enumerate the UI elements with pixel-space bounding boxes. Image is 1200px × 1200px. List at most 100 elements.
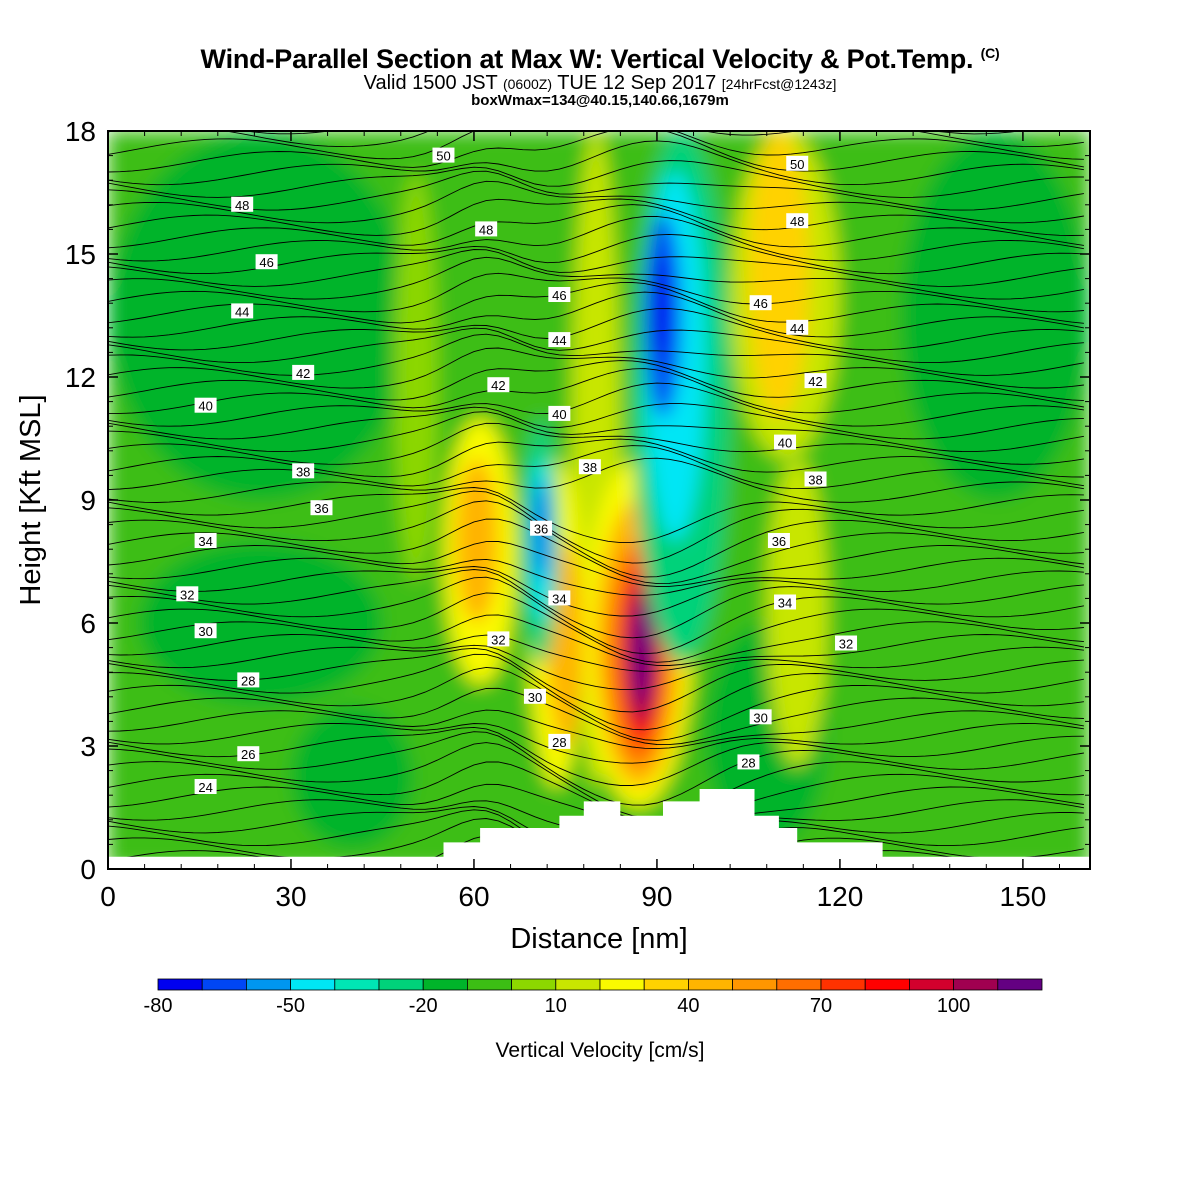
theta-contour-line [108,308,1084,351]
theta-label-box [835,635,858,651]
theta-label: 44 [548,332,571,348]
theta-label-text: 30 [753,710,767,725]
theta-contour-line [108,160,1084,198]
theta-label-box [487,631,510,647]
theta-label-box [774,594,797,610]
theta-contour-line [108,333,1084,376]
x-tick-label: 60 [458,881,489,912]
theta-label: 42 [804,373,827,389]
theta-label-box [310,500,333,516]
theta-label-text: 24 [198,780,212,795]
valid-zulu: (0600Z) [502,76,552,92]
theta-label-text: 44 [790,321,804,336]
theta-contour-line [108,666,1084,741]
theta-label-box [237,672,260,688]
theta-label-box [432,147,455,163]
y-tick-label: 9 [80,485,96,516]
velocity-field [108,131,1090,869]
theta-contour-line [108,249,1084,287]
x-tick-label: 90 [641,881,672,912]
x-axis-label: Distance [nm] [510,923,687,955]
theta-label: 48 [231,196,254,213]
theta-label: 50 [786,155,809,172]
theta-contour-line [108,592,1084,663]
theta-label-box [548,733,571,749]
theta-contour-line [108,709,1084,750]
colorbar-tick-label: 100 [937,995,970,1017]
theta-label-box [548,287,571,302]
colorbar-swatch [909,978,955,991]
theta-contour-line [108,403,1084,440]
theta-label-text: 38 [583,460,597,475]
theta-contour-line [108,576,1084,655]
theta-label-box [749,709,772,725]
colorbar-swatch [997,978,1043,991]
theta-label-box [548,332,571,348]
theta-label: 36 [310,500,333,516]
theta-label-text: 48 [235,198,249,213]
theta-contour-line [108,687,1084,746]
theta-label-box [578,459,601,475]
velocity-cell [900,131,1090,500]
colorbar-label: Vertical Velocity [cm/s] [496,1039,705,1062]
colorbar-swatch [201,978,247,991]
colorbar-swatch [953,978,999,991]
forecast-tag: [24hrFcst@1243z] [721,76,837,92]
colorbar-swatch [599,978,645,991]
theta-label: 34 [194,533,217,549]
theta-label-text: 34 [778,596,792,611]
theta-contour-line [108,518,1084,585]
theta-contour-line [108,438,1084,478]
theta-label: 38 [804,471,827,488]
theta-label: 32 [176,586,199,602]
theta-label-box [231,196,254,212]
theta-label-box [194,779,217,794]
velocity-cell [290,705,413,849]
theta-label: 38 [292,463,315,479]
velocity-cell [748,131,810,418]
theta-contour-line [108,327,1084,364]
theta-label-box [786,213,809,229]
theta-label-text: 32 [180,587,194,602]
theta-label: 32 [835,635,858,652]
colorbar-swatch [776,978,822,991]
theta-contour-line [108,634,1084,672]
theta-label: 26 [237,746,260,762]
theta-label: 48 [786,213,809,229]
theta-label-text: 26 [241,747,255,762]
theta-contour-line [108,204,1084,249]
theta-label-text: 46 [552,288,566,303]
theta-label-box [231,303,254,319]
theta-contour-line [108,569,1084,639]
theta-label: 28 [737,754,760,770]
theta-label: 50 [432,147,455,164]
theta-contour-line [108,487,1084,544]
colorbar-swatch [378,978,424,991]
x-tick-label: 0 [100,881,116,912]
velocity-cell [650,254,670,357]
theta-label: 42 [487,377,510,393]
colorbar-swatch [290,978,336,991]
y-tick-label: 0 [80,854,96,885]
chart-subtitle: Valid 1500 JST (0600Z) TUE 12 Sep 2017 [… [363,72,837,94]
theta-label-box [548,405,571,421]
theta-contour-line [108,647,1084,713]
theta-label-text: 32 [839,637,853,652]
colorbar-tick-label: -80 [144,995,173,1017]
theta-contour-line [108,411,1084,453]
x-tick-label: 30 [275,881,306,912]
theta-label: 42 [292,364,315,381]
y-tick-label: 12 [65,362,96,393]
colorbar-swatch [334,978,380,991]
colorbar-tick-label: 70 [810,995,832,1017]
colorbar-swatch [511,978,557,991]
theta-contour-line [108,131,1084,160]
theta-label-box [767,533,790,548]
colorbar-swatch [820,978,866,991]
colorbar: -80 -50 -20 10 40 70 100 [144,978,1043,1017]
theta-label-text: 44 [235,304,249,319]
colorbar-swatch [157,978,203,991]
theta-contour-line [108,382,1084,427]
